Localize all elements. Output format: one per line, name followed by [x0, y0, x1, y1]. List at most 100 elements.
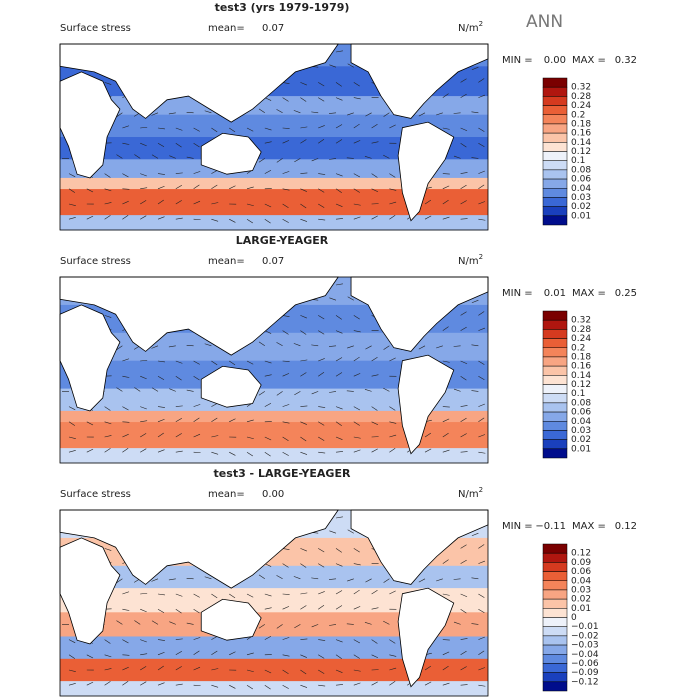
- wind-arrow: [329, 578, 337, 580]
- wind-arrow: [442, 127, 450, 130]
- colorbar-label: 0.06: [571, 567, 591, 577]
- wind-arrow: [282, 654, 290, 657]
- colorbar-label: 0.02: [571, 202, 591, 212]
- wind-arrow: [186, 156, 194, 159]
- wind-arrow: [140, 200, 147, 205]
- wind-arrow: [335, 357, 343, 362]
- wind-arrow: [140, 420, 148, 423]
- wind-arrow: [471, 299, 479, 304]
- wind-arrow: [122, 375, 130, 378]
- wind-arrow: [282, 404, 290, 407]
- wind-arrow: [282, 593, 290, 595]
- wind-arrow: [134, 154, 141, 159]
- wind-arrow: [211, 360, 218, 366]
- wind-arrow: [264, 203, 272, 208]
- wind-arrow: [68, 217, 76, 220]
- wind-arrow: [229, 418, 236, 423]
- wind-arrow: [104, 215, 111, 220]
- wind-arrow: [122, 448, 129, 453]
- wind-arrow: [264, 451, 271, 457]
- wind-arrow: [353, 140, 361, 144]
- min-value: 0.00: [544, 55, 566, 66]
- colorbar-box: [542, 329, 568, 339]
- wind-arrow: [424, 432, 432, 438]
- units-exponent: 2: [479, 486, 483, 494]
- wind-arrow: [318, 330, 325, 335]
- wind-arrow: [211, 435, 219, 438]
- wind-arrow: [478, 360, 485, 365]
- wind-arrow: [282, 188, 290, 191]
- wind-arrow: [329, 530, 337, 534]
- wind-arrow: [293, 110, 301, 114]
- wind-arrow: [193, 417, 200, 423]
- wind-arrow: [460, 127, 468, 132]
- field-label: Surface stress: [60, 23, 131, 34]
- colorbar-box: [542, 644, 568, 655]
- wind-arrow: [471, 66, 479, 71]
- wind-arrow: [193, 404, 201, 407]
- wind-arrow: [300, 97, 307, 102]
- map-frame: [59, 509, 489, 697]
- wind-arrow: [335, 283, 343, 286]
- land: [59, 71, 121, 179]
- wind-arrow: [204, 110, 212, 114]
- wind-arrow: [186, 389, 194, 392]
- wind-arrow: [389, 188, 397, 191]
- colorbar-box: [542, 439, 568, 450]
- wind-arrow: [246, 652, 254, 656]
- wind-arrow: [175, 651, 182, 656]
- wind-arrow: [335, 372, 343, 377]
- wind-arrow: [353, 654, 360, 659]
- land: [200, 365, 262, 408]
- wind-arrow: [478, 684, 486, 687]
- wind-arrow: [478, 650, 485, 656]
- wind-arrow: [122, 666, 129, 671]
- wind-arrow: [478, 201, 486, 205]
- wind-arrow: [264, 403, 272, 407]
- wind-arrow: [229, 593, 236, 599]
- wind-arrow: [168, 345, 176, 348]
- wind-arrow: [460, 93, 467, 98]
- wind-arrow: [453, 155, 461, 159]
- wind-arrow: [264, 374, 272, 377]
- colorbar-box: [542, 178, 568, 189]
- wind-arrow: [318, 639, 326, 641]
- wind-arrow: [122, 654, 130, 656]
- wind-arrow: [418, 112, 426, 117]
- wind-arrow: [335, 516, 343, 519]
- colorbar-label: 0.04: [571, 417, 591, 427]
- colorbar-box: [542, 589, 568, 600]
- wind-arrow: [169, 621, 176, 625]
- wind-arrow: [478, 434, 486, 438]
- land: [397, 354, 455, 455]
- colorbar-box: [542, 160, 568, 171]
- wind-arrow: [478, 593, 485, 598]
- wind-arrow: [282, 563, 289, 568]
- wind-arrow: [86, 215, 94, 220]
- colorbar-label: 0.03: [571, 193, 591, 203]
- field-label: Surface stress: [60, 256, 131, 267]
- wind-arrow: [104, 315, 112, 318]
- wind-arrow: [371, 421, 379, 426]
- wind-arrow: [193, 360, 200, 365]
- wind-arrow: [300, 188, 307, 192]
- wind-arrow: [478, 375, 485, 381]
- wind-arrow: [68, 173, 76, 178]
- wind-arrow: [140, 666, 147, 671]
- wind-arrow: [86, 448, 94, 453]
- wind-arrow: [68, 188, 76, 193]
- wind-arrow: [258, 574, 265, 580]
- wind-arrow: [104, 82, 112, 85]
- units: N/m2: [458, 486, 483, 500]
- colorbar-box: [542, 402, 568, 413]
- wind-arrow: [335, 315, 342, 320]
- panel-title: LARGE-YEAGER: [236, 234, 329, 247]
- wind-arrow: [68, 669, 76, 673]
- wind-arrow: [157, 360, 165, 363]
- wind-arrow: [140, 126, 148, 129]
- wind-arrow: [453, 112, 461, 114]
- wind-arrow: [175, 185, 182, 190]
- wind-arrow: [311, 344, 319, 347]
- max-value: 0.32: [615, 55, 637, 66]
- map-frame: [59, 276, 489, 464]
